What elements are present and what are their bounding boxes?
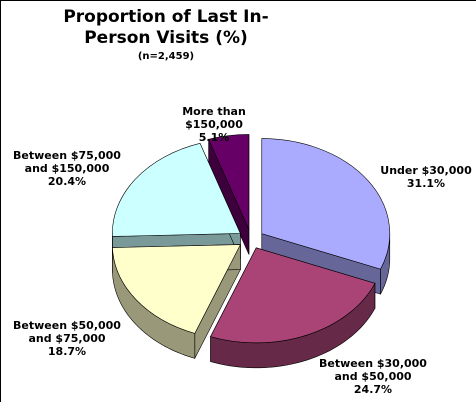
slice-label: Between $50,000 and $75,000 18.7% [7,319,127,358]
value-label: 24.7% [353,383,393,396]
category-label: Under $30,000 [380,164,472,177]
slice-label: Between $75,000 and $150,000 20.4% [7,149,127,188]
category-label: Between $75,000 and $150,000 [13,149,121,175]
slice [210,247,376,344]
value-label: 31.1% [406,177,446,190]
value-label: 5.1% [198,131,230,144]
category-label: Between $30,000 and $50,000 [319,357,427,383]
chart-title: Proportion of Last In-Person Visits (%) [63,7,269,48]
slice-label: Under $30,000 31.1% [371,164,476,190]
value-label: 18.7% [47,345,87,358]
chart-subtitle: (n=2,459) [137,51,195,62]
slice [261,138,391,270]
value-label: 20.4% [47,175,87,188]
category-label: Between $50,000 and $75,000 [13,319,121,345]
slice [112,142,241,237]
slice-label: Between $30,000 and $50,000 24.7% [313,357,433,396]
slice [112,244,241,334]
slice [208,134,250,230]
category-label: More than $150,000 [182,105,246,131]
slice-label: More than $150,000 5.1% [169,105,259,144]
